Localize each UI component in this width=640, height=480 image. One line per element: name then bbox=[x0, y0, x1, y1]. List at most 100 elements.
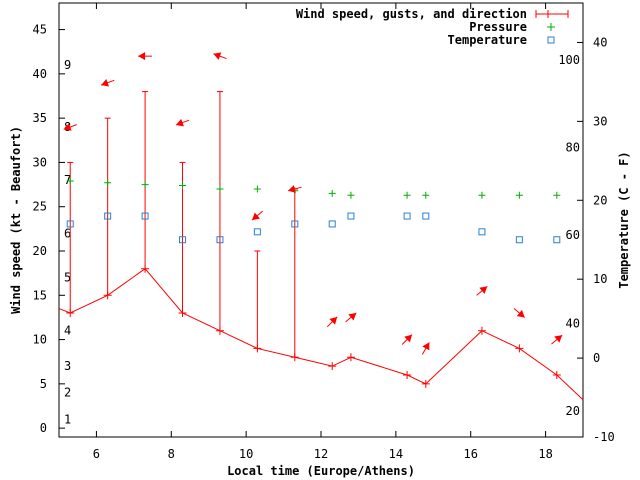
wind-speed-point bbox=[403, 371, 412, 379]
beaufort-label: 4 bbox=[64, 324, 71, 338]
pressure-point bbox=[328, 189, 336, 197]
y-tick-label: 5 bbox=[40, 377, 47, 391]
temperature-point bbox=[403, 212, 411, 220]
y2-axis-title: Temperature (C - F) bbox=[617, 151, 631, 288]
y-tick-label: 15 bbox=[33, 288, 47, 302]
beaufort-label: 9 bbox=[64, 58, 71, 72]
wind-direction-arrow bbox=[287, 185, 302, 193]
wind-speed-point bbox=[477, 326, 486, 335]
marks-layer bbox=[58, 52, 584, 401]
pressure-point bbox=[253, 185, 261, 193]
y-tick-label: 35 bbox=[33, 111, 47, 125]
wind-speed-line bbox=[58, 268, 584, 401]
temperature-point bbox=[328, 220, 336, 228]
legend-label-temperature: Temperature bbox=[448, 33, 527, 47]
wind-speed-point bbox=[552, 371, 561, 379]
temperature-point bbox=[179, 236, 187, 244]
beaufort-label: 3 bbox=[64, 359, 71, 373]
wind-speed-point bbox=[141, 264, 150, 273]
wind-direction-arrow bbox=[138, 52, 153, 61]
y-tick-label: 0 bbox=[40, 421, 47, 435]
fahrenheit-label: 20 bbox=[566, 404, 580, 418]
y2-tick-label: 0 bbox=[593, 351, 600, 365]
legend-sample-temperature bbox=[547, 36, 555, 44]
y-tick-label: 20 bbox=[33, 244, 47, 258]
legend: Wind speed, gusts, and direction Pressur… bbox=[296, 7, 569, 47]
wind-speed-point bbox=[253, 344, 262, 353]
legend-sample-wind bbox=[535, 10, 569, 18]
wind-speed-point bbox=[346, 353, 355, 362]
x-tick-label: 12 bbox=[314, 447, 328, 461]
beaufort-label: 1 bbox=[64, 412, 71, 426]
wind-direction-arrow bbox=[175, 118, 190, 127]
temperature-point bbox=[478, 228, 486, 236]
x-tick-label: 14 bbox=[389, 447, 403, 461]
y-tick-label: 10 bbox=[33, 333, 47, 347]
wind-direction-arrow bbox=[213, 52, 227, 60]
wind-speed-point bbox=[328, 362, 337, 371]
wind-speed-point bbox=[515, 344, 524, 353]
pressure-point bbox=[104, 179, 112, 187]
temperature-point bbox=[253, 228, 261, 236]
wind-speed-point bbox=[103, 291, 112, 300]
temperature-point bbox=[291, 220, 299, 228]
pressure-point bbox=[515, 191, 523, 199]
wind-direction-arrow bbox=[401, 334, 413, 345]
y2-tick-label: 10 bbox=[593, 272, 607, 286]
pressure-point bbox=[347, 191, 355, 199]
wind-direction-arrow bbox=[251, 210, 264, 221]
fahrenheit-label: 60 bbox=[566, 228, 580, 242]
temperature-point bbox=[104, 212, 112, 220]
x-tick-label: 8 bbox=[168, 447, 175, 461]
wind-direction-arrow bbox=[63, 123, 77, 131]
pressure-point bbox=[66, 177, 74, 185]
y2-tick-label: 20 bbox=[593, 193, 607, 207]
x-tick-label: 18 bbox=[538, 447, 552, 461]
wind-direction-arrow bbox=[513, 308, 526, 318]
wind-speed-point bbox=[178, 309, 187, 317]
beaufort-label: 7 bbox=[64, 173, 71, 187]
y-tick-label: 45 bbox=[33, 23, 47, 37]
legend-label-pressure: Pressure bbox=[469, 20, 527, 34]
x-tick-label: 6 bbox=[93, 447, 100, 461]
legend-sample-pressure bbox=[547, 23, 555, 31]
temperature-point bbox=[515, 236, 523, 244]
y-tick-label: 30 bbox=[33, 155, 47, 169]
wind-speed-point bbox=[66, 309, 75, 317]
pressure-point bbox=[553, 191, 561, 199]
pressure-point bbox=[422, 191, 430, 199]
temperature-point bbox=[347, 212, 355, 220]
wind-speed-point bbox=[290, 353, 299, 362]
y2-tick-label: 40 bbox=[593, 35, 607, 49]
wind-direction-arrow bbox=[100, 78, 115, 87]
temperature-point bbox=[422, 212, 430, 220]
temperature-point bbox=[66, 220, 74, 228]
temperature-point bbox=[216, 236, 224, 244]
beaufort-label: 6 bbox=[64, 226, 71, 240]
wind-direction-arrow bbox=[551, 334, 563, 345]
pressure-point bbox=[141, 181, 149, 189]
y2-tick-label: 30 bbox=[593, 114, 607, 128]
x-tick-label: 10 bbox=[239, 447, 253, 461]
pressure-point bbox=[403, 191, 411, 199]
x-axis-title: Local time (Europe/Athens) bbox=[227, 464, 415, 478]
beaufort-label: 2 bbox=[64, 386, 71, 400]
y2-tick-label: -10 bbox=[593, 430, 615, 444]
y-axis-title: Wind speed (kt - Beaufort) bbox=[9, 126, 23, 314]
wind-direction-arrow bbox=[421, 342, 430, 355]
fahrenheit-label: 80 bbox=[566, 140, 580, 154]
temperature-point bbox=[141, 212, 149, 220]
beaufort-label: 5 bbox=[64, 271, 71, 285]
wind-direction-arrow bbox=[326, 316, 338, 328]
wind-speed-point bbox=[421, 379, 430, 388]
wind-speed-point bbox=[215, 326, 224, 335]
x-tick-label: 16 bbox=[463, 447, 477, 461]
fahrenheit-label: 100 bbox=[558, 53, 580, 67]
tick-layer: 6 8 10 12 14 16 18051015202530354045-100102030… bbox=[33, 3, 615, 461]
y-tick-label: 25 bbox=[33, 200, 47, 214]
temperature-point bbox=[553, 236, 561, 244]
pressure-point bbox=[179, 181, 187, 189]
pressure-point bbox=[216, 185, 224, 193]
pressure-point bbox=[478, 191, 486, 199]
